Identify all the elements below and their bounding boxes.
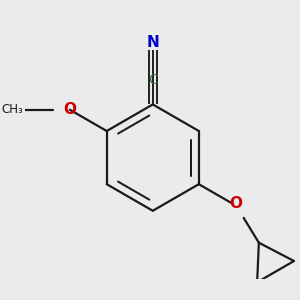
Text: CH₃: CH₃ bbox=[1, 103, 23, 116]
Text: O: O bbox=[229, 196, 242, 211]
Text: N: N bbox=[146, 34, 159, 50]
Text: C: C bbox=[148, 73, 158, 87]
Text: O: O bbox=[63, 102, 76, 117]
